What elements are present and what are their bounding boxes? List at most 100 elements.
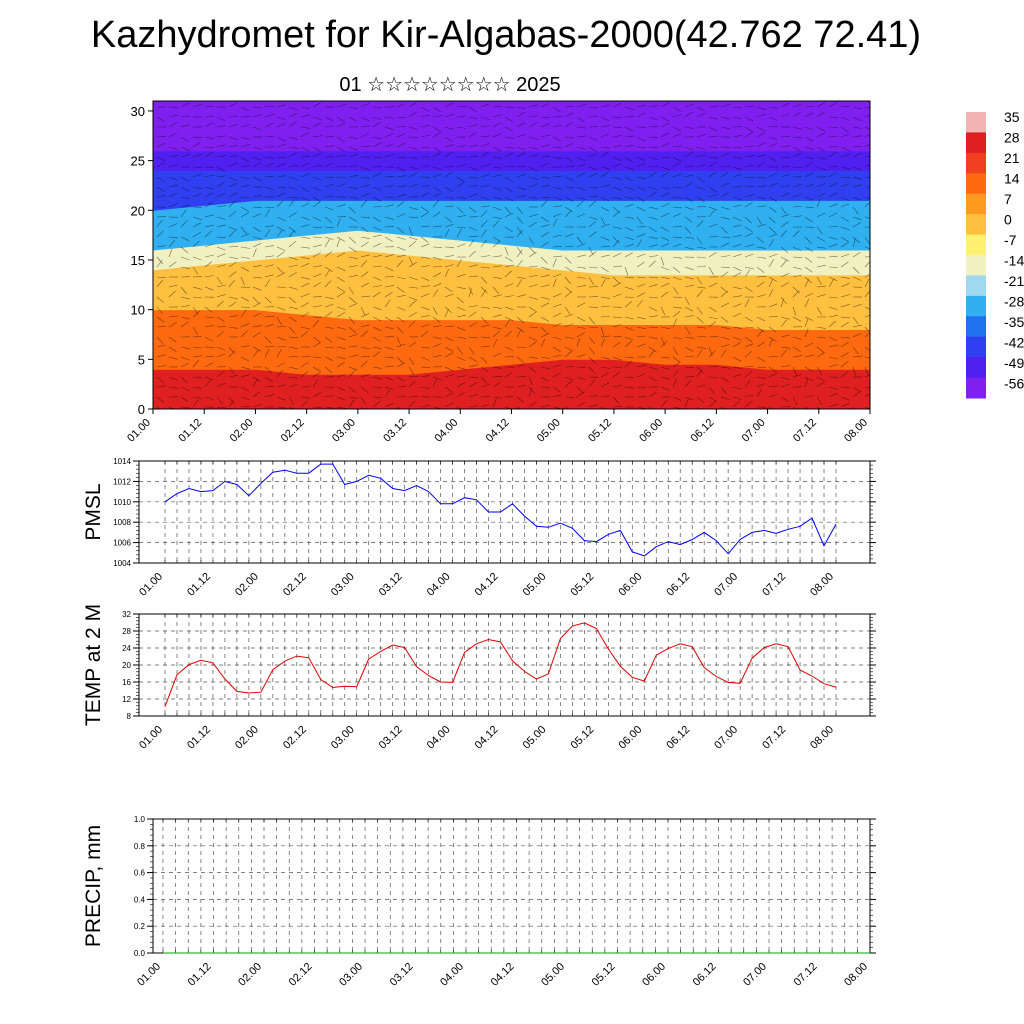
wind-barb xyxy=(696,220,704,228)
wind-barb xyxy=(648,156,658,160)
wind-barb xyxy=(408,146,418,150)
wind-barb xyxy=(276,406,286,409)
wind-barb xyxy=(228,116,239,118)
wind-barb xyxy=(324,239,330,248)
wind-barb xyxy=(624,176,634,182)
wind-barb xyxy=(456,181,465,188)
wind-barb xyxy=(540,404,550,408)
wind-barb xyxy=(540,316,550,322)
wind-barb xyxy=(576,332,585,338)
wind-barb xyxy=(252,312,262,318)
wind-barb xyxy=(444,151,453,158)
wind-barb xyxy=(168,346,177,353)
wind-barb xyxy=(732,253,742,258)
wind-barb xyxy=(696,369,703,378)
wind-barb xyxy=(264,348,270,358)
wind-barb xyxy=(696,384,706,388)
wind-barb xyxy=(336,216,347,218)
wind-barb xyxy=(612,103,622,108)
wind-barb xyxy=(300,276,310,280)
wind-barb xyxy=(804,172,814,178)
wind-barb xyxy=(168,322,177,328)
wind-barb xyxy=(360,360,368,368)
wind-barb xyxy=(168,236,179,239)
wind-barb xyxy=(276,306,286,311)
wind-barb xyxy=(576,376,586,380)
wind-barb xyxy=(324,366,333,373)
temperature-band xyxy=(153,229,870,276)
wind-barb xyxy=(624,386,634,389)
wind-barb xyxy=(336,361,345,368)
wind-barb xyxy=(852,126,862,129)
wind-barb xyxy=(288,316,297,322)
wind-barb xyxy=(708,396,717,402)
wind-barb xyxy=(840,242,849,248)
wind-barb xyxy=(720,386,727,395)
wind-barb xyxy=(312,379,319,388)
wind-barb xyxy=(828,171,837,178)
wind-barb xyxy=(240,206,249,212)
wind-barb xyxy=(768,406,773,409)
wind-barb xyxy=(744,176,755,178)
wind-barb xyxy=(396,226,404,234)
wind-barb xyxy=(756,389,762,398)
wind-barb xyxy=(636,233,646,238)
wind-barb xyxy=(192,222,202,228)
wind-barb xyxy=(648,315,658,318)
wind-barb xyxy=(708,346,713,356)
wind-barb xyxy=(792,266,802,270)
wind-barb xyxy=(636,206,646,212)
y-tick-label: 1014 xyxy=(113,457,131,466)
wind-barb xyxy=(420,315,430,318)
x-tick-label: 03.12 xyxy=(388,961,416,989)
wind-barb xyxy=(624,106,634,111)
wind-barb xyxy=(648,171,657,178)
wind-barb xyxy=(588,346,595,355)
wind-barb xyxy=(516,406,522,409)
wind-barb xyxy=(588,246,594,256)
wind-barb xyxy=(396,306,406,311)
wind-barb xyxy=(252,242,262,248)
wind-barb xyxy=(264,156,274,159)
y-tick-label: 30 xyxy=(131,104,145,119)
wind-barb xyxy=(672,243,682,248)
wind-barb xyxy=(684,216,693,223)
wind-barb xyxy=(564,346,574,352)
wind-barb xyxy=(444,264,454,268)
wind-barb xyxy=(744,401,753,408)
wind-barb xyxy=(264,376,273,383)
wind-barb xyxy=(240,196,250,199)
wind-barb xyxy=(852,166,862,171)
wind-barb xyxy=(576,302,586,308)
wind-barb xyxy=(504,212,514,218)
wind-barb xyxy=(816,226,823,235)
wind-barb xyxy=(228,279,236,288)
wind-barb xyxy=(768,216,776,224)
wind-barb xyxy=(396,326,404,334)
wind-barb xyxy=(648,336,658,340)
wind-barb xyxy=(252,146,262,150)
wind-barb xyxy=(468,405,478,408)
wind-barb xyxy=(804,378,808,388)
wind-barb xyxy=(600,382,610,388)
wind-barb xyxy=(504,176,513,182)
wind-barb xyxy=(204,174,214,178)
wind-barb xyxy=(576,103,586,108)
wind-barb xyxy=(300,396,310,399)
wind-barb xyxy=(780,349,787,358)
y-tick-label: 20 xyxy=(131,203,145,218)
wind-barb xyxy=(828,356,838,360)
x-tick-label: 04.12 xyxy=(473,571,501,599)
x-tick-label: 03.00 xyxy=(330,417,358,445)
wind-barb xyxy=(600,406,606,409)
wind-barb xyxy=(552,303,562,308)
wind-barb xyxy=(516,111,525,118)
wind-barb xyxy=(276,200,284,208)
x-tick-label: 03.00 xyxy=(329,571,357,599)
wind-barb xyxy=(312,236,323,238)
wind-barb xyxy=(480,239,487,248)
wind-barb xyxy=(720,316,729,323)
wind-barb xyxy=(492,173,502,178)
wind-barb xyxy=(468,264,478,268)
wind-barb xyxy=(348,396,358,399)
